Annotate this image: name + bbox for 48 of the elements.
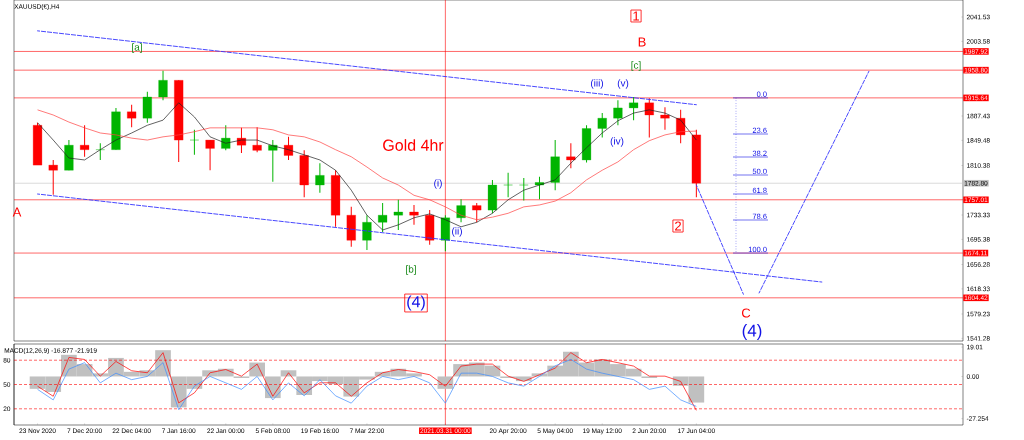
candlestick [189, 129, 199, 156]
candlestick [80, 124, 90, 158]
candlestick [487, 179, 497, 214]
candlestick [519, 177, 529, 201]
candlestick [582, 124, 592, 164]
annotation: (ii) [452, 227, 462, 237]
annotation: [c] [631, 61, 641, 71]
candlestick [660, 106, 670, 131]
candlestick [393, 199, 403, 231]
candlestick [283, 136, 294, 161]
candlestick [158, 70, 168, 101]
annotation: [b] [406, 265, 416, 275]
candlestick [127, 104, 137, 128]
candlestick [472, 202, 482, 223]
candlestick [315, 162, 325, 194]
candlestick [32, 122, 43, 166]
annotation: [a] [132, 43, 142, 53]
candlestick [268, 139, 278, 183]
candlestick [550, 139, 560, 191]
candlestick [378, 202, 388, 233]
candlestick [142, 91, 152, 124]
annotation: (i) [434, 179, 442, 189]
candlestick [613, 99, 623, 126]
candlestick [252, 126, 262, 153]
annotation: C [741, 308, 751, 318]
candlestick [566, 142, 576, 169]
annotation: 1 [633, 11, 639, 21]
candlestick [691, 129, 701, 198]
candlestick [95, 142, 105, 161]
annotation: (4) [742, 324, 762, 340]
candlestick [48, 159, 58, 196]
candlestick [299, 149, 309, 198]
candlestick [425, 209, 435, 246]
candlestick [629, 96, 639, 121]
candlestick [346, 206, 356, 248]
annotation: (iii) [590, 79, 604, 89]
annotation: (v) [617, 79, 629, 89]
candlestick [597, 112, 607, 138]
candlestick [409, 204, 419, 226]
annotation: 2 [675, 221, 681, 231]
annotation: B [638, 37, 646, 47]
annotation: (4) [407, 295, 425, 311]
candlestick [440, 214, 450, 252]
candlestick [503, 172, 513, 198]
annotation: A [12, 207, 22, 217]
annotation: (iv) [610, 137, 624, 147]
candlestick [205, 139, 215, 171]
annotation: Gold 4hr [383, 139, 444, 151]
